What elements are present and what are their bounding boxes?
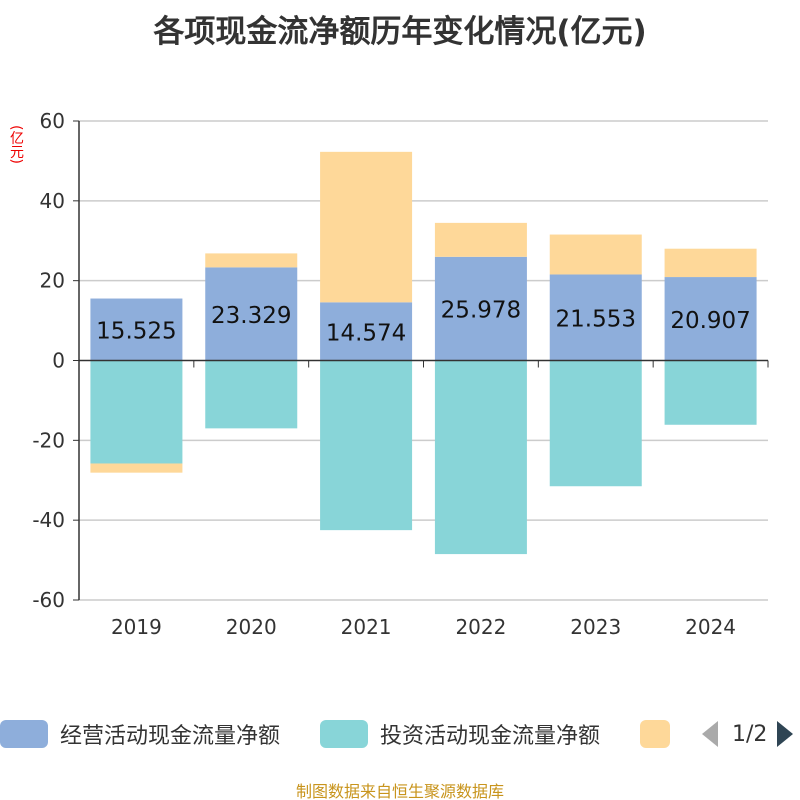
bar-operating bbox=[434, 256, 527, 361]
bar-operating bbox=[320, 302, 413, 361]
bar-operating bbox=[664, 277, 757, 361]
data-label: 23.329 bbox=[211, 303, 291, 329]
y-axis-label: (亿元) bbox=[8, 125, 24, 164]
legend-label: 投资活动现金流量净额 bbox=[380, 724, 601, 749]
x-tick-label: 2020 bbox=[226, 615, 277, 639]
x-tick-label: 2021 bbox=[341, 615, 392, 639]
data-label: 25.978 bbox=[441, 298, 521, 324]
x-tick-label: 2022 bbox=[455, 615, 506, 639]
x-tick-label: 2019 bbox=[111, 615, 162, 639]
bar-financing bbox=[205, 253, 298, 268]
bar-investing bbox=[320, 360, 413, 531]
legend-page: 1/2 bbox=[732, 721, 768, 747]
bar-operating bbox=[205, 267, 298, 361]
legend-swatch bbox=[0, 720, 48, 748]
x-tick-label: 2024 bbox=[685, 615, 736, 639]
x-tick-label: 2023 bbox=[570, 615, 621, 639]
prev-page-icon[interactable] bbox=[700, 719, 720, 749]
footer-source: 制图数据来自恒生聚源数据库 bbox=[295, 782, 504, 800]
data-label: 15.525 bbox=[96, 319, 176, 345]
y-tick-label: -20 bbox=[32, 428, 65, 452]
y-tick-label: 60 bbox=[40, 109, 65, 133]
legend-item-financing[interactable] bbox=[640, 718, 682, 750]
y-tick-label: 40 bbox=[40, 189, 65, 213]
bar-financing bbox=[549, 234, 642, 275]
data-label: 14.574 bbox=[326, 320, 406, 346]
next-page-icon[interactable] bbox=[775, 719, 795, 749]
plot-area: 60 40 20 0 -20 -40 -60 15.525 2019 23.329 2020 14.5… bbox=[32, 109, 769, 639]
bar-investing bbox=[205, 360, 298, 429]
y-tick-label: 20 bbox=[40, 269, 65, 293]
bar-financing bbox=[90, 463, 183, 473]
bar-financing bbox=[434, 222, 527, 257]
y-tick-label: -60 bbox=[32, 588, 65, 612]
legend-item-investing[interactable]: 投资活动现金流量净额 bbox=[320, 718, 600, 750]
bar-investing bbox=[664, 360, 757, 425]
y-tick-label: -40 bbox=[32, 508, 65, 532]
bar-investing bbox=[90, 360, 183, 464]
data-label: 20.907 bbox=[670, 308, 750, 334]
legend-swatch bbox=[320, 720, 368, 748]
legend-pager: 1/2 bbox=[700, 718, 795, 750]
bar-operating bbox=[549, 274, 642, 361]
bar-financing bbox=[664, 248, 757, 278]
bar-operating bbox=[90, 298, 183, 361]
bar-investing bbox=[549, 360, 642, 487]
legend-swatch bbox=[640, 720, 670, 748]
legend-label: 经营活动现金流量净额 bbox=[60, 724, 281, 749]
bar-investing bbox=[434, 360, 527, 555]
legend-item-operating[interactable]: 经营活动现金流量净额 bbox=[0, 718, 280, 750]
chart-title: 各项现金流净额历年变化情况(亿元) bbox=[153, 14, 647, 50]
bar-financing bbox=[320, 151, 413, 303]
data-label: 21.553 bbox=[556, 306, 636, 332]
y-tick-label: 0 bbox=[52, 349, 65, 373]
